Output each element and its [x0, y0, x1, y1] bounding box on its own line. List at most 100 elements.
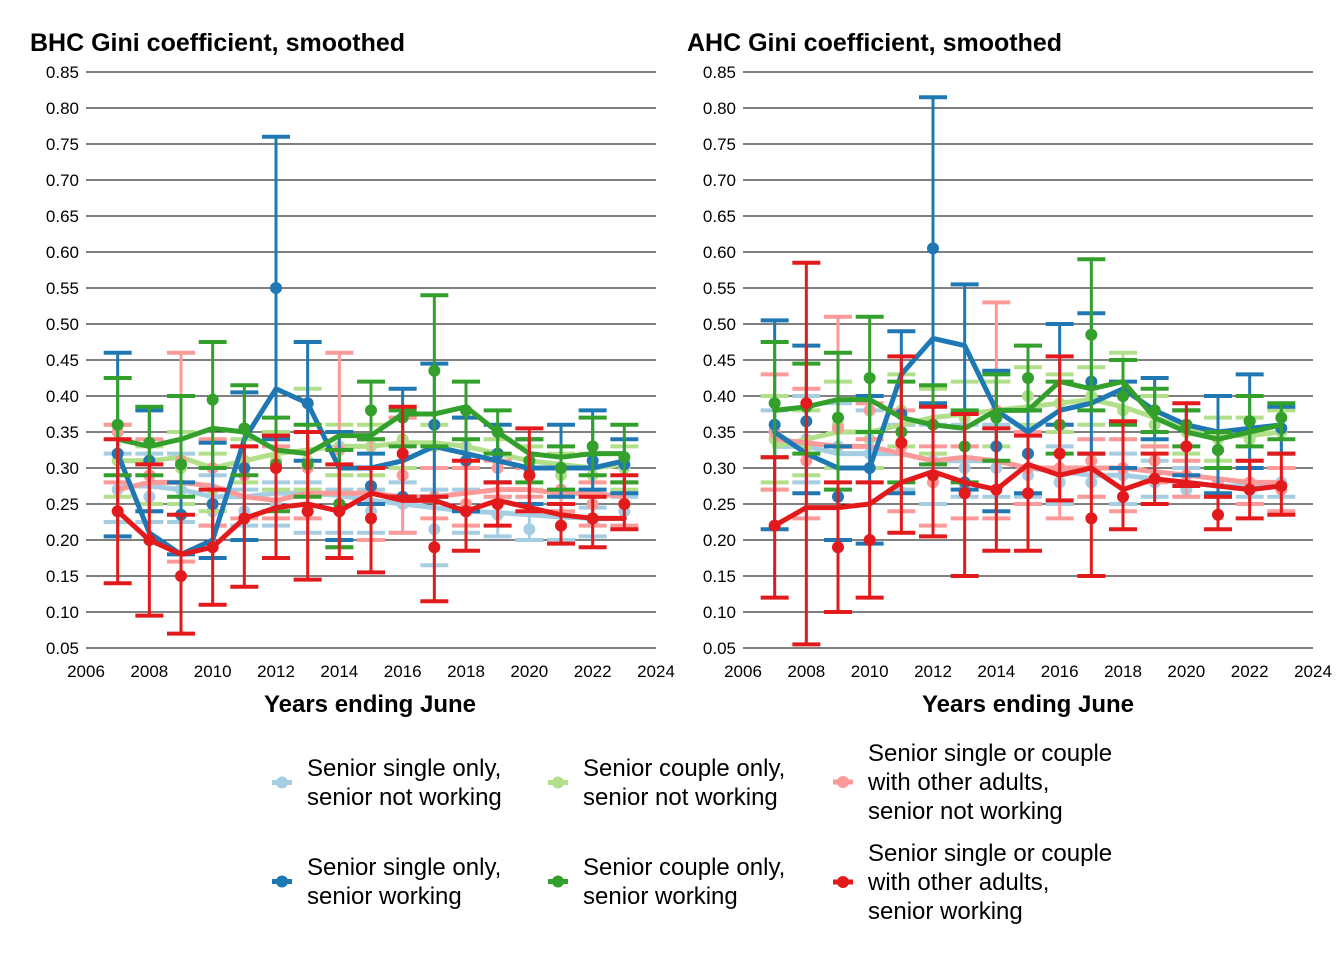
- bhc-series-5-point: [365, 404, 377, 417]
- ahc-y-tick-label: 0.75: [703, 135, 736, 154]
- ahc-series-6-point: [990, 483, 1003, 496]
- ahc-y-tick-label: 0.05: [703, 639, 736, 658]
- bhc-series-5-point: [491, 426, 504, 438]
- ahc-x-tick-label: 2010: [851, 662, 889, 681]
- ahc-series-5-point: [832, 411, 844, 424]
- bhc-series-6-point: [301, 505, 314, 518]
- ahc-series-6-point: [895, 436, 908, 449]
- ahc-series-5-point: [1022, 372, 1034, 384]
- legend-swatch-marker: [276, 875, 288, 888]
- bhc-series-6-point: [618, 498, 631, 510]
- bhc-x-tick-label: 2016: [384, 662, 422, 681]
- legend-label: Senior single only,: [307, 755, 501, 782]
- bhc-series-6-point: [555, 519, 567, 532]
- ahc-series-6-point: [1180, 440, 1193, 453]
- ahc-y-tick-label: 0.60: [703, 243, 736, 262]
- legend-label: senior working: [868, 898, 1023, 925]
- bhc-x-tick-label: 2014: [320, 662, 358, 681]
- legend: Senior single only,senior not workingSen…: [272, 740, 1112, 925]
- bhc-x-tick-label: 2012: [257, 662, 295, 681]
- ahc-series-6-point: [1085, 512, 1098, 525]
- bhc-x-tick-label: 2024: [637, 662, 675, 681]
- ahc-series-5-point: [1085, 328, 1098, 341]
- legend-label: Senior single or couple: [868, 740, 1112, 767]
- ahc-series-6-point: [1117, 490, 1129, 503]
- ahc-x-tick-label: 2022: [1231, 662, 1269, 681]
- ahc-y-tick-label: 0.45: [703, 351, 736, 370]
- ahc-series-6-point: [863, 534, 876, 546]
- ahc-series-6-point: [1022, 487, 1034, 500]
- ahc-y-tick-label: 0.80: [703, 99, 736, 118]
- bhc-y-tick-label: 0.50: [46, 315, 79, 334]
- legend-swatch-marker: [837, 876, 849, 888]
- ahc-chart-title: AHC Gini coefficient, smoothed: [687, 29, 1062, 57]
- ahc-series-6-point: [958, 487, 971, 500]
- bhc-series-4-point: [270, 282, 282, 294]
- ahc-x-tick-label: 2020: [1167, 662, 1205, 681]
- ahc-series-6-point: [832, 541, 844, 554]
- bhc-series-6-point: [111, 505, 124, 518]
- bhc-y-tick-label: 0.75: [46, 135, 79, 154]
- ahc-x-tick-label: 2012: [914, 662, 952, 681]
- bhc-y-tick-label: 0.25: [46, 495, 79, 514]
- ahc-series-5-point: [1212, 444, 1224, 456]
- legend-label: with other adults,: [867, 769, 1049, 796]
- bhc-y-tick-label: 0.60: [46, 243, 79, 262]
- ahc-y-tick-label: 0.85: [703, 63, 736, 82]
- bhc-series-6-point: [143, 534, 156, 546]
- bhc-series-5-point: [111, 418, 124, 431]
- bhc-y-tick-label: 0.40: [46, 387, 79, 406]
- ahc-x-tick-label: 2024: [1294, 662, 1332, 681]
- legend-swatch-marker: [552, 875, 564, 888]
- bhc-series-6-point: [270, 462, 282, 474]
- ahc-x-tick-label: 2008: [787, 662, 825, 681]
- bhc-y-tick-label: 0.15: [46, 567, 79, 586]
- legend-label: senior working: [307, 883, 462, 910]
- legend-label: Senior single or couple: [868, 840, 1112, 867]
- bhc-y-tick-label: 0.45: [46, 351, 79, 370]
- bhc-series-6-point: [460, 505, 472, 518]
- legend-label: senior not working: [307, 784, 502, 811]
- ahc-y-tick-label: 0.25: [703, 495, 736, 514]
- ahc-y-tick-label: 0.15: [703, 567, 736, 586]
- bhc-series-5-point: [428, 364, 441, 377]
- ahc-series-6-point: [1212, 508, 1224, 521]
- bhc-series-6-point: [523, 469, 536, 482]
- bhc-series-5-point: [460, 404, 472, 417]
- ahc-y-tick-label: 0.70: [703, 171, 736, 190]
- legend-swatch-marker: [552, 776, 564, 789]
- ahc-panel: AHC Gini coefficient, smoothed 0.05 0.10 0…: [687, 29, 1332, 718]
- bhc-y-tick-label: 0.35: [46, 423, 79, 442]
- bhc-y-tick-label: 0.05: [46, 639, 79, 658]
- ahc-y-tick-label: 0.55: [703, 279, 736, 298]
- bhc-chart-title: BHC Gini coefficient, smoothed: [30, 29, 405, 57]
- ahc-series-4-point: [863, 462, 876, 474]
- ahc-series-6-point: [1243, 483, 1256, 496]
- legend-label: senior not working: [583, 784, 778, 811]
- legend-label: senior working: [583, 883, 738, 910]
- bhc-x-tick-label: 2022: [574, 662, 612, 681]
- ahc-y-tick-label: 0.10: [703, 603, 736, 622]
- bhc-series-5-point: [618, 451, 631, 464]
- ahc-x-tick-label: 2016: [1041, 662, 1079, 681]
- legend-swatch-marker: [837, 776, 849, 788]
- bhc-y-tick-label: 0.55: [46, 279, 79, 298]
- ahc-series-6-point: [927, 469, 939, 482]
- ahc-x-tick-label: 2014: [977, 662, 1015, 681]
- bhc-series-6-point: [396, 447, 409, 460]
- ahc-x-tick-label: 2006: [724, 662, 762, 681]
- ahc-series-5-point: [863, 372, 876, 384]
- bhc-series-6-point: [238, 512, 251, 525]
- bhc-x-tick-label: 2010: [194, 662, 232, 681]
- ahc-series-5-point: [990, 411, 1003, 424]
- ahc-x-axis-title: Years ending June: [922, 691, 1134, 718]
- ahc-series-6-point: [800, 397, 813, 410]
- bhc-y-tick-label: 0.70: [46, 171, 79, 190]
- bhc-y-tick-label: 0.65: [46, 207, 79, 226]
- bhc-series-5-point: [143, 436, 156, 449]
- ahc-series-4-point: [927, 242, 939, 255]
- bhc-series-6-point: [333, 505, 346, 518]
- bhc-series-6-point: [206, 541, 219, 554]
- legend-swatch-marker: [276, 776, 288, 789]
- bhc-series-6-point: [491, 498, 504, 510]
